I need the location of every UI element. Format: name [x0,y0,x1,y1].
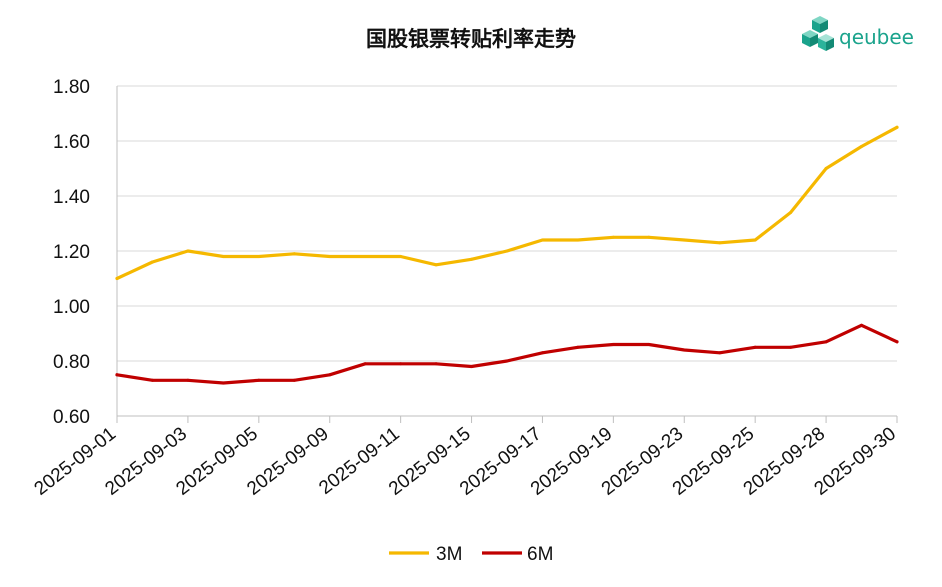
y-tick-label: 1.00 [53,297,90,318]
y-tick-label: 0.80 [53,352,90,373]
data-point-3M [540,238,544,242]
data-point-6M [576,345,580,349]
data-point-6M [363,362,367,366]
data-point-6M [434,362,438,366]
data-point-3M [399,255,403,258]
data-point-3M [789,211,793,214]
brand-name: qeubee [839,25,914,49]
brand-logo: qeubee [802,16,914,51]
data-point-3M [718,241,722,245]
gridlines [117,85,897,362]
legend: 3M 6M [389,544,553,565]
series-lines [115,125,899,385]
data-point-6M [399,362,403,366]
data-point-6M [115,373,119,377]
y-tick-label: 1.60 [53,132,90,153]
cube-logo-icon [802,16,834,51]
data-point-6M [895,340,899,344]
series-line-6M [115,323,899,385]
legend-label-6M: 6M [527,544,553,565]
data-point-3M [576,238,580,242]
y-tick-label: 1.40 [53,187,90,208]
y-tick-label: 0.60 [53,407,90,428]
data-point-6M [611,343,615,346]
data-point-6M [328,373,332,377]
data-point-3M [434,263,438,267]
series-line-3M [115,125,899,281]
data-point-3M [363,255,367,258]
data-point-6M [150,378,154,382]
data-point-6M [682,348,686,352]
data-point-6M [540,351,544,355]
data-point-3M [470,257,474,261]
data-point-3M [115,277,119,280]
data-point-3M [257,255,261,258]
data-point-6M [221,381,225,385]
data-point-3M [860,145,864,148]
legend-label-3M: 3M [436,544,462,565]
data-point-6M [753,345,757,349]
x-tick-labels: 2025-09-012025-09-032025-09-052025-09-09… [31,423,901,499]
chart-title: 国股银票转贴利率走势 [366,27,576,51]
data-point-3M [292,252,296,256]
axes [116,86,898,423]
y-tick-label: 1.80 [53,77,90,98]
data-point-3M [824,167,828,170]
data-point-3M [753,238,757,242]
data-point-3M [150,260,154,264]
data-point-3M [221,255,225,258]
data-point-6M [718,351,722,355]
y-tick-labels: 0.60 0.80 1.00 1.20 1.40 1.60 1.80 [53,77,90,428]
data-point-3M [682,238,686,242]
data-point-3M [647,235,651,239]
data-point-6M [505,359,509,363]
data-point-3M [895,125,899,129]
data-point-6M [470,365,474,368]
data-point-6M [860,323,864,327]
data-point-3M [505,249,509,253]
data-point-3M [611,235,615,239]
data-point-3M [328,255,332,258]
data-point-6M [647,343,651,346]
y-tick-label: 1.20 [53,242,90,263]
data-point-6M [824,340,828,344]
data-point-3M [186,249,190,253]
data-point-6M [292,378,296,382]
data-point-6M [257,378,261,382]
data-point-6M [186,378,190,382]
data-point-6M [789,345,793,349]
